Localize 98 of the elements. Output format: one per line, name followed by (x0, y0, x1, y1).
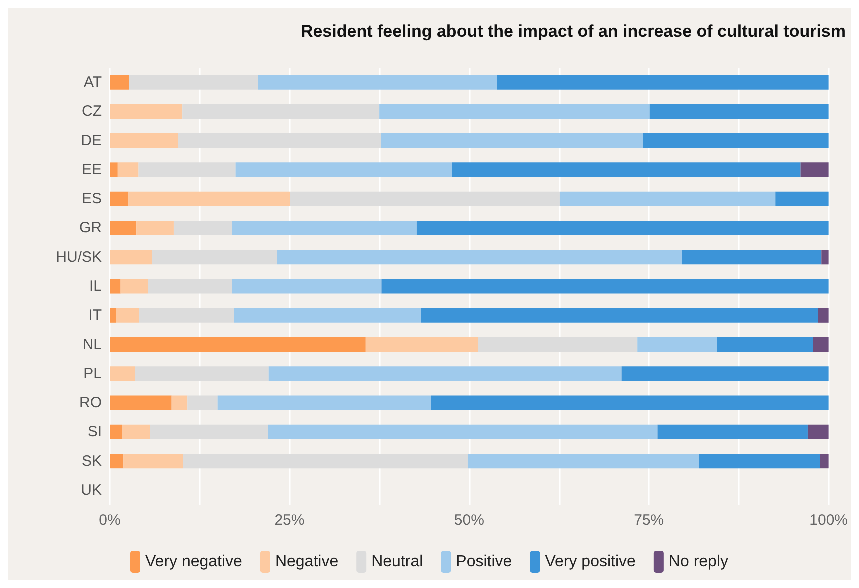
bar (110, 134, 178, 148)
bar (268, 424, 658, 440)
bar (110, 279, 121, 294)
bar (110, 192, 129, 206)
bar (258, 75, 498, 90)
y-tick-label: AT (84, 74, 102, 92)
bar (682, 250, 822, 265)
y-tick-label: HU/SK (56, 248, 102, 266)
bar (110, 424, 122, 440)
x-tick-label: 75% (634, 512, 664, 529)
bar (818, 308, 829, 323)
bar (129, 75, 258, 90)
bar (717, 337, 814, 352)
bar (116, 308, 140, 323)
bar (110, 308, 116, 323)
bar (110, 75, 130, 90)
bar (139, 308, 234, 323)
bar (174, 220, 232, 236)
x-tick-label: 25% (274, 512, 305, 529)
y-tick-label: UK (81, 482, 102, 499)
bar (497, 75, 829, 90)
bar (122, 424, 150, 440)
bar (643, 134, 829, 148)
bar (380, 104, 650, 119)
bar (110, 454, 124, 469)
bar (152, 250, 278, 265)
bar (277, 250, 682, 265)
bar (110, 220, 137, 236)
bar (135, 366, 269, 382)
y-tick-label: CZ (82, 103, 102, 120)
y-tick-label: DE (81, 132, 102, 150)
bar (218, 396, 432, 410)
y-tick-label: EE (82, 161, 102, 178)
bar (650, 104, 829, 119)
bar (268, 366, 622, 382)
bar (699, 454, 820, 469)
y-tick-label: RO (80, 394, 102, 412)
bar (136, 220, 174, 236)
bar (178, 134, 381, 148)
x-tick-label: 0% (99, 512, 121, 529)
bar (452, 162, 801, 178)
bar (431, 396, 829, 410)
bar (188, 396, 218, 410)
legend-label: Very positive (545, 554, 636, 570)
bar (800, 162, 829, 178)
bar (236, 162, 452, 178)
bar (622, 366, 829, 382)
legend-label: Positive (456, 554, 512, 570)
bar (138, 162, 236, 178)
legend-label: No reply (668, 554, 728, 570)
bar (150, 424, 268, 440)
bar (110, 104, 183, 119)
bar (808, 424, 829, 440)
bar (638, 337, 718, 352)
y-tick-label: NL (82, 336, 102, 354)
bar (148, 279, 232, 294)
bar (183, 454, 468, 469)
y-tick-label: ES (82, 190, 102, 208)
y-tick-label: PL (84, 365, 102, 382)
bar (110, 337, 366, 352)
y-tick-label: IL (89, 278, 102, 295)
bar (110, 162, 118, 178)
bar (478, 337, 638, 352)
bar (232, 279, 382, 294)
bar (128, 192, 290, 206)
bar (234, 308, 422, 323)
legend-label: Very negative (146, 554, 243, 570)
x-tick-label: 50% (454, 512, 484, 529)
bar (776, 192, 829, 206)
bar (110, 396, 172, 410)
bar (232, 220, 417, 236)
bar (124, 454, 184, 469)
bar (110, 250, 152, 265)
bar (382, 279, 829, 294)
bar (822, 250, 829, 265)
x-tick-label: 100% (810, 512, 848, 529)
bar (813, 337, 829, 352)
y-tick-label: IT (88, 307, 102, 324)
bar (172, 396, 188, 410)
legend-label: Neutral (372, 554, 424, 570)
legend-label: Negative (275, 554, 339, 570)
bar (468, 454, 700, 469)
bar (118, 162, 139, 178)
bar (290, 192, 560, 206)
bar (421, 308, 818, 323)
bar (820, 454, 829, 469)
bar (120, 279, 148, 294)
y-tick-label: GR (80, 220, 102, 237)
y-tick-label: SK (82, 452, 102, 470)
bar (366, 337, 478, 352)
bar (658, 424, 808, 440)
bar (110, 366, 136, 382)
y-tick-label: SI (88, 424, 102, 441)
bar (182, 104, 380, 119)
bar (380, 134, 644, 148)
chart-title: Resident feeling about the impact of an increase of cultural tourism (300, 22, 846, 41)
bar (416, 220, 829, 236)
bar (560, 192, 776, 206)
